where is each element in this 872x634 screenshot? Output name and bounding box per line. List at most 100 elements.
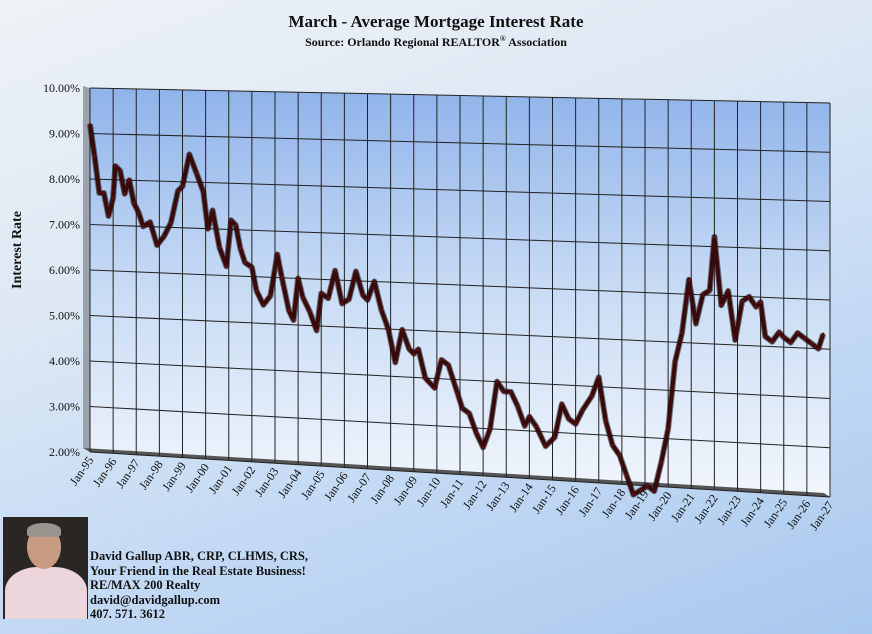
data-point	[218, 246, 221, 250]
data-point	[816, 347, 820, 351]
data-point	[400, 328, 404, 332]
data-point	[516, 405, 520, 409]
y-tick-label: 2.00%	[49, 445, 80, 459]
data-point	[137, 210, 141, 214]
data-point	[659, 461, 663, 465]
subtitle-end: Association	[505, 35, 567, 49]
data-point	[275, 252, 279, 256]
data-point	[393, 360, 397, 364]
data-point	[118, 169, 122, 173]
data-point	[234, 223, 238, 227]
chart-subtitle: Source: Orlando Regional REALTOR® Associ…	[0, 34, 872, 50]
data-point	[333, 269, 337, 273]
data-point	[687, 278, 691, 282]
data-point	[97, 191, 101, 195]
data-point	[102, 191, 106, 195]
data-point	[113, 164, 117, 168]
data-point	[280, 276, 284, 280]
data-point	[181, 184, 184, 188]
y-tick-label: 6.00%	[49, 263, 80, 277]
data-point	[763, 335, 767, 339]
data-point	[315, 329, 319, 333]
data-point	[326, 296, 330, 300]
brokerage: RE/MAX 200 Realty	[90, 578, 201, 592]
y-tick-label: 10.00%	[43, 81, 80, 95]
y-tick-label: 9.00%	[49, 127, 80, 141]
data-point	[416, 347, 420, 351]
data-point	[255, 289, 258, 293]
data-point	[502, 389, 506, 393]
data-point	[440, 358, 443, 362]
data-point	[301, 295, 305, 299]
data-point	[148, 220, 152, 224]
data-point	[155, 243, 159, 247]
data-point	[544, 444, 548, 448]
data-point	[719, 303, 723, 307]
data-point	[292, 318, 295, 322]
y-axis-label: Interest Rate	[10, 211, 25, 289]
data-point	[123, 192, 127, 196]
data-point	[354, 269, 358, 273]
data-point	[243, 260, 247, 264]
data-point	[201, 190, 205, 194]
data-point	[597, 375, 601, 379]
y-tick-label: 5.00%	[49, 309, 80, 323]
data-point	[308, 310, 312, 314]
data-point	[574, 422, 578, 426]
agent-photo	[3, 517, 88, 619]
data-point	[712, 235, 716, 239]
data-point	[553, 435, 557, 439]
data-point	[740, 299, 744, 303]
data-point	[206, 227, 210, 231]
data-point	[680, 331, 684, 335]
contact-info: David Gallup ABR, CRP, CLHMS, CRS, Your …	[90, 549, 308, 622]
data-point	[107, 214, 110, 218]
plot-side-wall	[83, 86, 90, 452]
data-point	[386, 327, 390, 331]
data-point	[433, 386, 437, 390]
plot-floor	[83, 448, 830, 497]
data-point	[194, 171, 198, 175]
data-point	[132, 201, 136, 205]
data-point	[796, 331, 800, 335]
data-point	[747, 295, 751, 299]
data-point	[379, 308, 383, 312]
y-tick-label: 3.00%	[49, 400, 80, 414]
data-point	[631, 493, 635, 497]
data-point	[581, 408, 585, 412]
data-point	[127, 178, 131, 182]
data-point	[93, 154, 97, 158]
data-point	[527, 415, 531, 419]
data-point	[481, 445, 485, 449]
data-point	[733, 338, 737, 342]
data-point	[645, 484, 649, 488]
y-tick-label: 7.00%	[49, 218, 80, 232]
line-chart: 2.00% 3.00% 4.00% 5.00% 6.00% 7.00% 8.00% 9.00%…	[43, 81, 836, 533]
y-tick-label: 8.00%	[49, 172, 80, 186]
data-point	[777, 330, 781, 334]
data-point	[560, 402, 564, 406]
data-point	[347, 297, 351, 301]
data-point	[625, 473, 628, 477]
data-point	[782, 335, 786, 339]
data-point	[567, 417, 571, 421]
email-link[interactable]: david@davidgallup.com	[90, 592, 221, 607]
data-point	[250, 265, 254, 269]
data-point	[456, 392, 460, 396]
data-point	[372, 280, 376, 284]
data-point	[666, 427, 670, 431]
data-point	[467, 411, 471, 415]
data-point	[708, 288, 712, 292]
agent-name: David Gallup ABR, CRP, CLHMS, CRS,	[90, 549, 308, 563]
data-point	[412, 352, 416, 356]
tagline: Your Friend in the Real Estate Business!	[90, 563, 306, 578]
data-point	[169, 221, 173, 225]
data-point	[361, 293, 365, 297]
chart-title: March - Average Mortgage Interest Rate	[288, 12, 584, 31]
data-point	[162, 234, 166, 238]
data-point	[694, 322, 698, 326]
data-point	[224, 264, 228, 268]
data-point	[460, 406, 464, 410]
data-point	[446, 363, 450, 367]
data-point	[652, 489, 656, 493]
